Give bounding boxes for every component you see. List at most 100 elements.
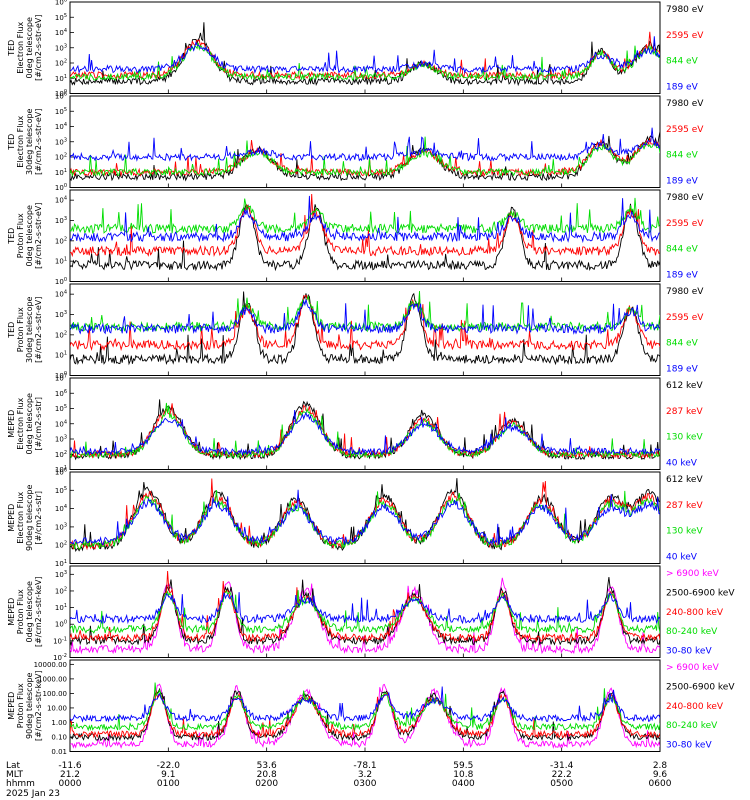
series-trace [70, 127, 660, 162]
series-trace [70, 590, 660, 635]
footer-tick-hhmm: 0500 [550, 779, 573, 789]
y-tick-label: 102 [55, 541, 67, 550]
series-trace [70, 409, 660, 457]
footer-tick-lat: -11.6 [58, 761, 82, 771]
panel-8: 0.01 0.10 1.00 10.00 100.00 1000.00 10000.00ME… [7, 659, 735, 756]
y-tick-label: 103 [55, 435, 67, 444]
footer-tick-hhmm: 0200 [255, 779, 278, 789]
y-tick-label: 103 [55, 522, 67, 531]
footer-tick-lat: -22.0 [157, 761, 181, 771]
footer-tick-mlt: 22.2 [552, 770, 572, 780]
series-trace [70, 131, 660, 182]
footer-tick-mlt: 9.1 [161, 770, 175, 780]
y-tick-label: 101 [55, 74, 67, 83]
footer-tick-hhmm: 0400 [452, 779, 475, 789]
y-tick-label: 102 [55, 236, 67, 245]
y-tick-label: 1.00 [51, 719, 67, 727]
y-axis-label: MEPEDElectron Flux90deg telescope[#/cm2-… [7, 484, 43, 551]
y-tick-label: 106 [55, 389, 67, 398]
footer-tick-hhmm: 0100 [157, 779, 180, 789]
series-trace [70, 136, 660, 178]
legend-entry: 844 eV [666, 57, 699, 67]
footer-tick-lat: 2.8 [653, 761, 668, 771]
series-trace [70, 686, 660, 723]
y-axis-label: TEDProton Flux30deg telescope[#/cm2-s-st… [7, 296, 43, 363]
legend-entry: 80-240 keV [666, 721, 718, 731]
legend-entry: 189 eV [666, 365, 699, 375]
y-tick-label: 0.01 [51, 748, 67, 756]
legend-entry: 240-800 keV [666, 608, 724, 618]
series-trace [70, 570, 660, 643]
panel-7: 10-2 10-1 100 101 102 103 MEPEDProton Flux0deg… [7, 565, 735, 662]
footer-tick-hhmm: 0600 [649, 779, 672, 789]
footer-tick-lat: 59.5 [453, 761, 473, 771]
y-axis-label: MEPEDElectron Flux0deg telescope[#/cm2-s… [7, 393, 43, 454]
y-tick-label: 104 [55, 290, 67, 299]
y-tick-label: 105 [55, 13, 67, 22]
legend-entry: 2595 eV [666, 125, 704, 135]
y-tick-label: 106 [55, 468, 67, 477]
panel-frame [69, 95, 661, 188]
series-trace [70, 193, 660, 258]
panel-4: 100 101 102 103 104 TEDProton Flux30deg teles… [7, 283, 704, 380]
y-tick-label: 100 [55, 183, 67, 192]
legend-entry: 189 eV [666, 177, 699, 187]
y-axis-label: MEPEDProton Flux0deg telescope[#/cm2-s-s… [7, 576, 43, 647]
y-tick-label: 104 [55, 122, 67, 131]
legend-entry: 2500-6900 keV [666, 682, 735, 692]
panel-3: 100 101 102 103 104 TEDProton Flux0deg telesc… [7, 189, 704, 286]
y-tick-label: 100 [55, 371, 67, 380]
y-tick-label: 104 [55, 419, 67, 428]
series-trace [70, 202, 660, 272]
legend-entry: 2500-6900 keV [666, 588, 735, 598]
series-trace [70, 478, 660, 553]
y-tick-label: 0.10 [51, 733, 67, 741]
legend-entry: 189 eV [666, 271, 699, 281]
y-tick-label: 102 [55, 153, 67, 162]
panels: 100 101 102 103 104 105 106 TEDElectron Flux0de… [7, 0, 735, 756]
legend-entry: 844 eV [666, 245, 699, 255]
legend-entry: 2595 eV [666, 31, 704, 41]
legend-entry: 40 keV [666, 459, 698, 469]
y-axis-label: TEDElectron Flux30deg telescope[#/cm2-s-… [7, 108, 43, 175]
y-tick-label: 100 [55, 277, 67, 286]
footer-tick-lat: 53.6 [257, 761, 277, 771]
footer-label-mlt: MLT [6, 770, 24, 780]
footer-tick-lat: -31.4 [550, 761, 574, 771]
y-tick-label: 106 [55, 92, 67, 101]
footer-label-lat: Lat [6, 761, 21, 771]
series-trace [70, 294, 660, 352]
legend-entry: 189 eV [666, 83, 699, 93]
y-tick-label: 101 [55, 559, 67, 568]
y-tick-label: 102 [55, 450, 67, 459]
footer-tick-hhmm: 0300 [354, 779, 377, 789]
y-tick-label: 103 [55, 137, 67, 146]
legend-entry: 7980 eV [666, 5, 704, 15]
y-tick-label: 102 [55, 586, 67, 595]
series-trace [70, 290, 660, 333]
y-tick-label: 105 [55, 107, 67, 116]
series-trace [70, 683, 660, 750]
legend-entry: 2595 eV [666, 313, 704, 323]
y-tick-label: 10000.00 [34, 661, 67, 669]
y-tick-label: 105 [55, 486, 67, 495]
panel-2: 100 101 102 103 104 105 106 TEDElectron Flux30d… [7, 92, 704, 193]
panel-frame [69, 471, 661, 564]
y-tick-label: 101 [55, 168, 67, 177]
footer-tick-hhmm: 0000 [59, 779, 82, 789]
legend-entry: 7980 eV [666, 193, 704, 203]
y-tick-label: 101 [55, 351, 67, 360]
y-tick-label: 106 [55, 0, 67, 7]
series-trace [70, 299, 660, 335]
series-trace [70, 402, 660, 459]
series-trace [70, 592, 660, 625]
footer-tick-mlt: 9.6 [653, 770, 668, 780]
panel-1: 100 101 102 103 104 105 106 TEDElectron Flux0de… [7, 0, 704, 98]
y-tick-label: 104 [55, 196, 67, 205]
legend-entry: > 6900 keV [666, 569, 720, 579]
series-trace [70, 36, 660, 75]
y-tick-label: 104 [55, 504, 67, 513]
y-tick-label: 101 [55, 465, 67, 474]
legend-entry: 612 keV [666, 381, 703, 391]
